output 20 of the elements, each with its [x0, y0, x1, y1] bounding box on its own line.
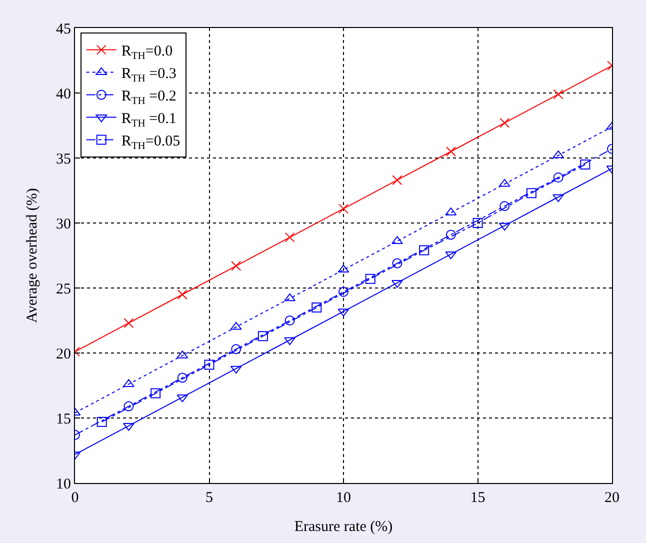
y-axis-title: Average overhead (%)	[24, 188, 40, 323]
y-tick-label: 20	[56, 346, 71, 362]
y-tick-label: 45	[56, 21, 71, 38]
legend-label: R$_{TH}$ =0.2	[121, 88, 176, 107]
y-tick-label: 15	[56, 411, 71, 428]
legend-label: R$_{TH}$ =0.1	[121, 111, 176, 130]
x-axis-title: Erasure rate (%)	[294, 519, 393, 535]
x-tick-label: 20	[604, 490, 620, 506]
legend-label: R$_{TH}$=0.0	[121, 44, 173, 62]
y-tick-label: 40	[56, 86, 71, 102]
legend-label: R$_{TH}$ =0.3	[121, 66, 176, 84]
x-tick-label: 0	[71, 490, 79, 506]
x-tick-label: 5	[206, 490, 213, 506]
x-tick-label: 15	[470, 490, 486, 506]
y-tick-label: 30	[56, 216, 71, 232]
legend-label: R$_{TH}$=0.05	[121, 134, 180, 152]
x-tick-label: 10	[336, 490, 351, 506]
y-tick-label: 25	[56, 281, 71, 298]
y-tick-label: 10	[56, 476, 71, 492]
y-tick-label: 35	[56, 151, 71, 168]
